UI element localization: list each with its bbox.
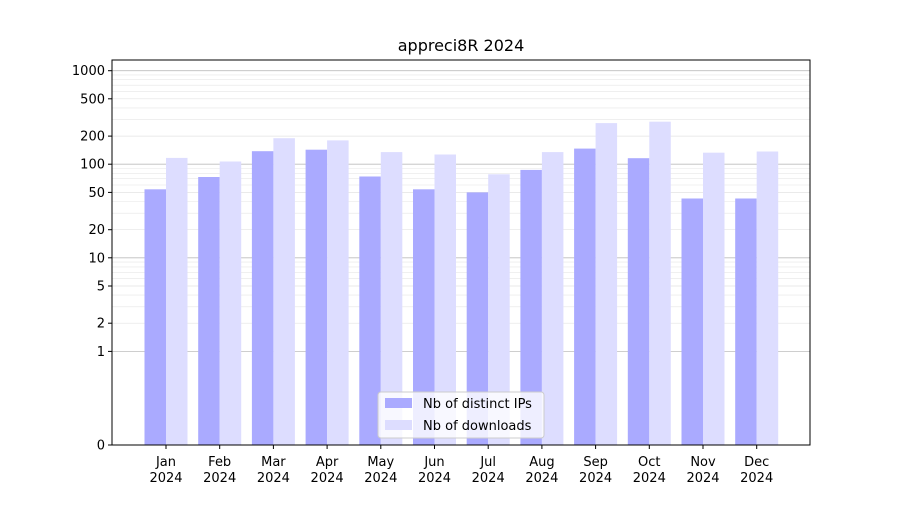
- x-tick-label-year: 2024: [364, 471, 397, 486]
- x-tick-label-month: Aug: [529, 455, 554, 470]
- y-tick-label: 2: [97, 317, 105, 332]
- bar-ips-dec: [735, 198, 757, 445]
- x-tick-label-year: 2024: [686, 471, 719, 486]
- x-tick-label-year: 2024: [472, 471, 505, 486]
- y-tick-label: 500: [80, 92, 105, 107]
- x-tick-label-month: Jul: [479, 455, 496, 470]
- x-tick-label-year: 2024: [311, 471, 344, 486]
- y-tick-label: 5: [97, 280, 105, 295]
- bar-downloads-mar: [273, 138, 295, 445]
- y-tick-label: 0: [97, 439, 105, 454]
- y-tick-label: 10: [88, 251, 105, 266]
- x-tick-label-month: Feb: [208, 455, 231, 470]
- bar-downloads-jul: [488, 174, 510, 446]
- x-axis: Jan2024Feb2024Mar2024Apr2024May2024Jun20…: [149, 445, 773, 486]
- legend: Nb of distinct IPs Nb of downloads: [377, 391, 545, 439]
- bar-ips-mar: [251, 151, 274, 445]
- legend-label-ips: Nb of distinct IPs: [423, 397, 532, 412]
- legend-swatch-downloads: [385, 420, 412, 430]
- bar-downloads-apr: [327, 140, 349, 445]
- x-tick-label-month: Oct: [638, 455, 660, 470]
- y-tick-label: 100: [80, 158, 105, 173]
- x-tick-label-month: Mar: [261, 455, 286, 470]
- legend-label-downloads: Nb of downloads: [423, 419, 532, 434]
- y-tick-label: 20: [88, 223, 105, 238]
- bar-ips-feb: [198, 177, 220, 445]
- legend-swatch-ips: [385, 398, 412, 408]
- bar-ips-jul: [466, 192, 489, 445]
- x-tick-label-month: Nov: [690, 455, 716, 470]
- x-tick-label-year: 2024: [740, 471, 773, 486]
- x-tick-label-year: 2024: [149, 471, 182, 486]
- x-tick-label-month: Apr: [316, 455, 339, 470]
- chart-title: appreci8R 2024: [398, 36, 525, 55]
- bar-ips-may: [359, 176, 381, 445]
- bar-downloads-oct: [649, 121, 671, 445]
- bar-downloads-sep: [595, 123, 618, 445]
- bar-downloads-nov: [703, 152, 725, 445]
- y-axis: 0 1 2 5 10 20 50 100 200 500 1000: [72, 64, 112, 454]
- bar-downloads-aug: [541, 152, 564, 445]
- bar-ips-apr: [305, 149, 328, 445]
- y-tick-label: 200: [80, 130, 105, 145]
- x-tick-label-year: 2024: [203, 471, 236, 486]
- bar-ips-aug: [520, 169, 542, 445]
- legend-frame: [377, 391, 545, 439]
- bar-ips-oct: [627, 158, 650, 445]
- y-tick-label: 50: [88, 186, 105, 201]
- x-tick-label-year: 2024: [418, 471, 451, 486]
- x-tick-label-year: 2024: [525, 471, 558, 486]
- bar-downloads-feb: [219, 161, 242, 445]
- bar-ips-jun: [413, 189, 435, 445]
- bar-downloads-jun: [434, 154, 456, 445]
- plot-area-frame: [111, 59, 811, 446]
- bar-ips-sep: [574, 148, 596, 445]
- x-tick-label-month: May: [367, 455, 394, 470]
- bar-downloads-may: [380, 152, 403, 445]
- bar-ips-nov: [681, 198, 703, 445]
- y-tick-label: 1000: [72, 64, 105, 79]
- bar-downloads-jan: [166, 157, 188, 445]
- bars: [144, 121, 779, 446]
- bar-downloads-dec: [756, 151, 779, 445]
- x-tick-label-year: 2024: [633, 471, 666, 486]
- y-tick-label: 1: [97, 345, 105, 360]
- x-tick-label-month: Sep: [583, 455, 608, 470]
- bar-ips-jan: [144, 189, 166, 445]
- x-tick-label-month: Jun: [423, 455, 444, 470]
- x-tick-label-month: Jan: [155, 455, 176, 470]
- x-tick-label-year: 2024: [579, 471, 612, 486]
- x-tick-label-month: Dec: [744, 455, 769, 470]
- x-tick-label-year: 2024: [257, 471, 290, 486]
